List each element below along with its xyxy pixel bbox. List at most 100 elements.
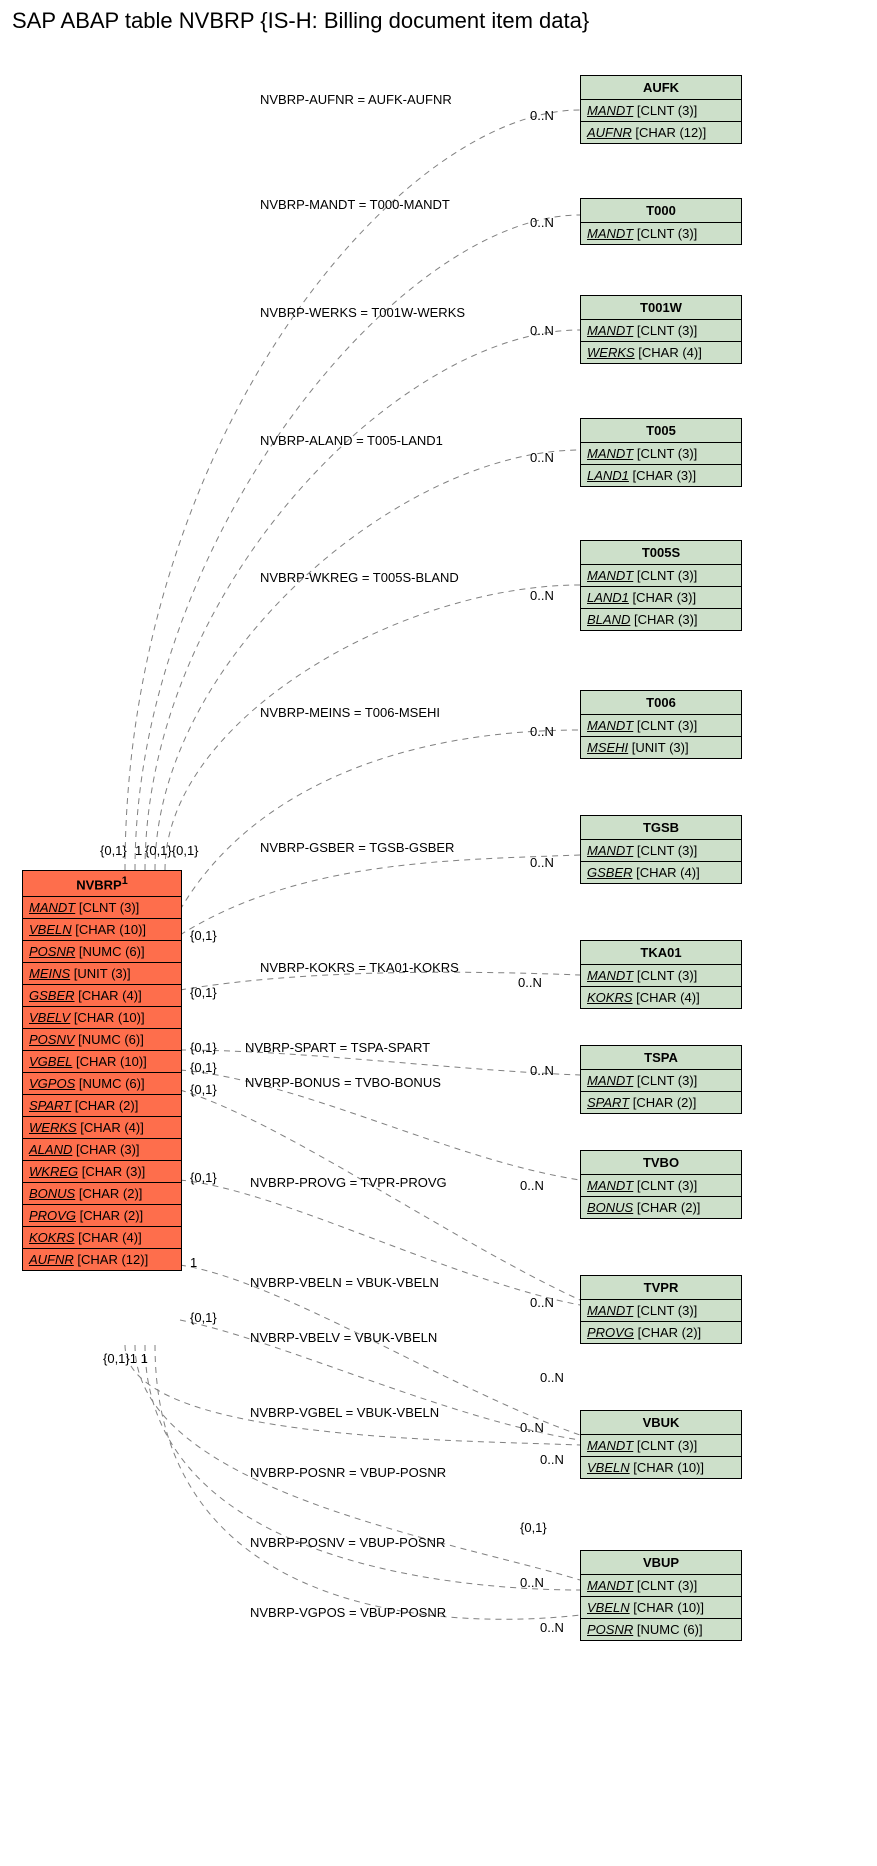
source-table-nvbrp: NVBRP1 MANDT [CLNT (3)]VBELN [CHAR (10)]…: [22, 870, 182, 1271]
field-werks: WERKS [CHAR (4)]: [581, 342, 741, 363]
cardinality-label: {0,1}: [190, 985, 217, 1000]
target-table-tgsb: TGSBMANDT [CLNT (3)]GSBER [CHAR (4)]: [580, 815, 742, 884]
field-vbeln: VBELN [CHAR (10)]: [23, 919, 181, 941]
cardinality-label: {0,1}: [190, 928, 217, 943]
field-land1: LAND1 [CHAR (3)]: [581, 587, 741, 609]
field-mandt: MANDT [CLNT (3)]: [581, 443, 741, 465]
edge-label: NVBRP-ALAND = T005-LAND1: [260, 433, 443, 448]
field-wkreg: WKREG [CHAR (3)]: [23, 1161, 181, 1183]
field-mandt: MANDT [CLNT (3)]: [23, 897, 181, 919]
cardinality-label: {0,1}: [190, 1082, 217, 1097]
edge-label: NVBRP-WKREG = T005S-BLAND: [260, 570, 459, 585]
cardinality-label: {0,1}: [520, 1520, 547, 1535]
field-aufnr: AUFNR [CHAR (12)]: [23, 1249, 181, 1270]
field-land1: LAND1 [CHAR (3)]: [581, 465, 741, 486]
cardinality-label: {0,1}1 1: [103, 1351, 148, 1366]
cardinality-label: 0..N: [530, 1295, 554, 1310]
target-header: TGSB: [581, 816, 741, 840]
field-bland: BLAND [CHAR (3)]: [581, 609, 741, 630]
target-table-aufk: AUFKMANDT [CLNT (3)]AUFNR [CHAR (12)]: [580, 75, 742, 144]
cardinality-label: 0..N: [520, 1178, 544, 1193]
source-header: NVBRP1: [23, 871, 181, 897]
field-posnr: POSNR [NUMC (6)]: [581, 1619, 741, 1640]
target-header: VBUK: [581, 1411, 741, 1435]
field-mandt: MANDT [CLNT (3)]: [581, 1070, 741, 1092]
target-header: T005S: [581, 541, 741, 565]
field-vbeln: VBELN [CHAR (10)]: [581, 1457, 741, 1478]
target-table-vbuk: VBUKMANDT [CLNT (3)]VBELN [CHAR (10)]: [580, 1410, 742, 1479]
cardinality-label: 0..N: [520, 1420, 544, 1435]
field-aland: ALAND [CHAR (3)]: [23, 1139, 181, 1161]
field-mandt: MANDT [CLNT (3)]: [581, 965, 741, 987]
target-table-t000: T000MANDT [CLNT (3)]: [580, 198, 742, 245]
target-table-vbup: VBUPMANDT [CLNT (3)]VBELN [CHAR (10)]POS…: [580, 1550, 742, 1641]
target-header: T001W: [581, 296, 741, 320]
edge-label: NVBRP-WERKS = T001W-WERKS: [260, 305, 465, 320]
field-vgpos: VGPOS [NUMC (6)]: [23, 1073, 181, 1095]
edge-label: NVBRP-AUFNR = AUFK-AUFNR: [260, 92, 452, 107]
field-bonus: BONUS [CHAR (2)]: [23, 1183, 181, 1205]
cardinality-label: 0..N: [530, 724, 554, 739]
cardinality-label: {0,1}: [190, 1170, 217, 1185]
cardinality-label: {0,1}: [190, 1060, 217, 1075]
target-table-t001w: T001WMANDT [CLNT (3)]WERKS [CHAR (4)]: [580, 295, 742, 364]
cardinality-label: 0..N: [530, 588, 554, 603]
field-mandt: MANDT [CLNT (3)]: [581, 1300, 741, 1322]
cardinality-label: 0..N: [540, 1452, 564, 1467]
target-header: T005: [581, 419, 741, 443]
field-mandt: MANDT [CLNT (3)]: [581, 715, 741, 737]
field-mandt: MANDT [CLNT (3)]: [581, 223, 741, 244]
cardinality-label: 0..N: [530, 855, 554, 870]
target-header: TVPR: [581, 1276, 741, 1300]
field-mandt: MANDT [CLNT (3)]: [581, 1435, 741, 1457]
edge-label: NVBRP-MANDT = T000-MANDT: [260, 197, 450, 212]
field-provg: PROVG [CHAR (2)]: [23, 1205, 181, 1227]
field-vgbel: VGBEL [CHAR (10)]: [23, 1051, 181, 1073]
field-meins: MEINS [UNIT (3)]: [23, 963, 181, 985]
edge-label: NVBRP-BONUS = TVBO-BONUS: [245, 1075, 441, 1090]
er-diagram: NVBRP1 MANDT [CLNT (3)]VBELN [CHAR (10)]…: [0, 40, 877, 1866]
cardinality-label: 0..N: [540, 1370, 564, 1385]
field-kokrs: KOKRS [CHAR (4)]: [23, 1227, 181, 1249]
field-gsber: GSBER [CHAR (4)]: [23, 985, 181, 1007]
edge-label: NVBRP-VBELV = VBUK-VBELN: [250, 1330, 437, 1345]
field-posnv: POSNV [NUMC (6)]: [23, 1029, 181, 1051]
target-header: TKA01: [581, 941, 741, 965]
cardinality-label: 0..N: [530, 323, 554, 338]
field-msehi: MSEHI [UNIT (3)]: [581, 737, 741, 758]
cardinality-label: 0..N: [518, 975, 542, 990]
field-mandt: MANDT [CLNT (3)]: [581, 1575, 741, 1597]
target-header: T000: [581, 199, 741, 223]
page-title: SAP ABAP table NVBRP {IS-H: Billing docu…: [0, 0, 877, 42]
field-vbeln: VBELN [CHAR (10)]: [581, 1597, 741, 1619]
target-header: AUFK: [581, 76, 741, 100]
target-table-tvpr: TVPRMANDT [CLNT (3)]PROVG [CHAR (2)]: [580, 1275, 742, 1344]
edge-label: NVBRP-SPART = TSPA-SPART: [245, 1040, 430, 1055]
edge-label: NVBRP-VGPOS = VBUP-POSNR: [250, 1605, 446, 1620]
target-header: TVBO: [581, 1151, 741, 1175]
cardinality-label: {0,1}: [190, 1040, 217, 1055]
cardinality-label: 0..N: [540, 1620, 564, 1635]
field-mandt: MANDT [CLNT (3)]: [581, 320, 741, 342]
edge-label: NVBRP-GSBER = TGSB-GSBER: [260, 840, 454, 855]
field-bonus: BONUS [CHAR (2)]: [581, 1197, 741, 1218]
field-provg: PROVG [CHAR (2)]: [581, 1322, 741, 1343]
target-table-tvbo: TVBOMANDT [CLNT (3)]BONUS [CHAR (2)]: [580, 1150, 742, 1219]
cardinality-label: 0..N: [520, 1575, 544, 1590]
field-spart: SPART [CHAR (2)]: [23, 1095, 181, 1117]
cardinality-label: 0..N: [530, 215, 554, 230]
field-mandt: MANDT [CLNT (3)]: [581, 100, 741, 122]
target-header: T006: [581, 691, 741, 715]
edge-label: NVBRP-KOKRS = TKA01-KOKRS: [260, 960, 459, 975]
field-spart: SPART [CHAR (2)]: [581, 1092, 741, 1113]
field-mandt: MANDT [CLNT (3)]: [581, 565, 741, 587]
field-werks: WERKS [CHAR (4)]: [23, 1117, 181, 1139]
target-table-tka01: TKA01MANDT [CLNT (3)]KOKRS [CHAR (4)]: [580, 940, 742, 1009]
target-table-t005: T005MANDT [CLNT (3)]LAND1 [CHAR (3)]: [580, 418, 742, 487]
target-table-t006: T006MANDT [CLNT (3)]MSEHI [UNIT (3)]: [580, 690, 742, 759]
field-posnr: POSNR [NUMC (6)]: [23, 941, 181, 963]
target-header: VBUP: [581, 1551, 741, 1575]
target-table-t005s: T005SMANDT [CLNT (3)]LAND1 [CHAR (3)]BLA…: [580, 540, 742, 631]
cardinality-label: {0,1}: [100, 843, 127, 858]
cardinality-label: {0,1}{0,1}: [145, 843, 199, 858]
